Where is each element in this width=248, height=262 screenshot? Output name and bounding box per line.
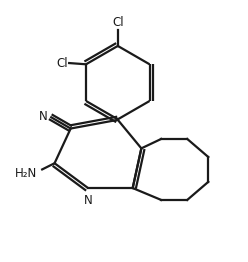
Text: N: N: [38, 110, 47, 123]
Text: Cl: Cl: [56, 57, 68, 69]
Text: H₂N: H₂N: [15, 167, 37, 180]
Text: Cl: Cl: [112, 16, 124, 29]
Text: N: N: [84, 194, 93, 207]
